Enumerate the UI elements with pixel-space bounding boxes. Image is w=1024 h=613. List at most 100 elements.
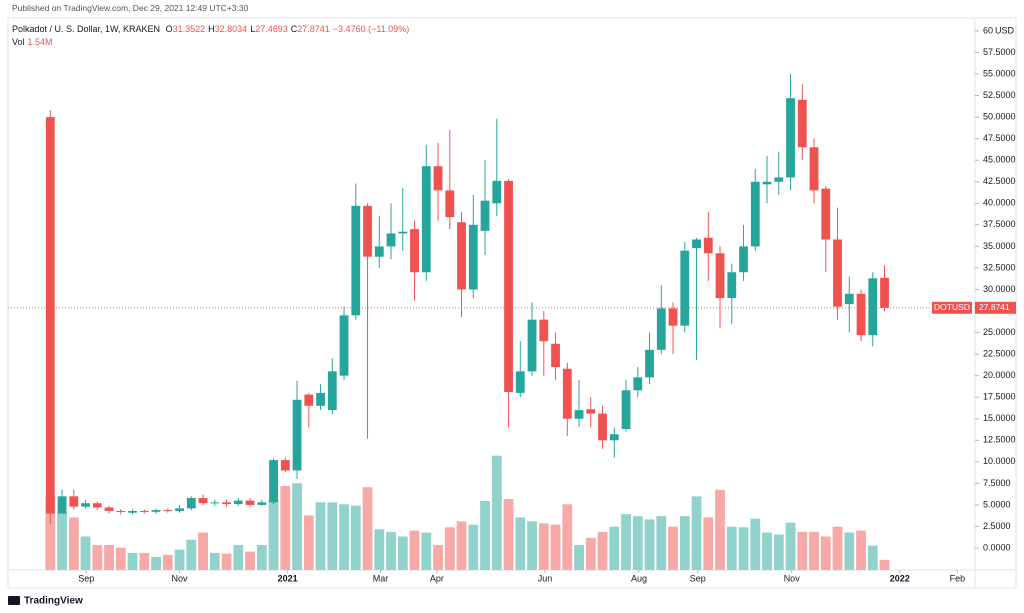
candle-body xyxy=(527,319,537,372)
volume-bar xyxy=(515,517,526,570)
ohlc-field: C27.8741 xyxy=(291,24,330,34)
volume-bar xyxy=(209,552,220,570)
candle-body xyxy=(222,502,231,505)
candle-body xyxy=(245,500,255,505)
volume-bar xyxy=(856,530,866,570)
volume-bar xyxy=(503,499,514,570)
volume-bar xyxy=(409,530,420,570)
volume-bar xyxy=(644,519,655,570)
y-tick-label: 12.5000 xyxy=(983,435,1016,445)
price-tag xyxy=(975,301,1016,314)
y-tick-label: 37.5000 xyxy=(983,219,1016,229)
candle-body xyxy=(374,246,384,257)
candle-body xyxy=(468,224,478,290)
volume-bar xyxy=(726,526,737,570)
volume-bar xyxy=(773,534,784,570)
candle-body xyxy=(269,460,278,503)
volume-bar xyxy=(468,524,479,570)
candle-body xyxy=(304,394,314,406)
candle-body xyxy=(198,498,208,504)
volume-bar xyxy=(45,496,56,570)
y-tick-label: 5.0000 xyxy=(983,499,1011,509)
x-tick-label: Mar xyxy=(373,573,389,583)
candle-body xyxy=(316,392,325,406)
volume-bar xyxy=(562,504,573,570)
volume-bar xyxy=(397,536,408,570)
volume-bar xyxy=(632,516,643,570)
volume-bar xyxy=(327,502,338,570)
candle-body xyxy=(586,409,596,414)
ohlc-key: H xyxy=(208,24,215,34)
candle-body xyxy=(210,502,220,504)
x-tick-label: Apr xyxy=(430,573,444,583)
candle-body xyxy=(233,500,243,505)
volume-bar xyxy=(703,517,714,570)
volume-bar xyxy=(315,502,326,570)
candle-body xyxy=(562,368,572,419)
candle-body xyxy=(668,308,678,326)
volume-bar xyxy=(80,536,91,570)
candle-body xyxy=(551,343,560,368)
y-tick-label: 50.0000 xyxy=(983,111,1016,121)
ohlc-field: L27.4693 xyxy=(250,24,288,34)
volume-bar xyxy=(280,485,291,570)
candle-body xyxy=(128,510,137,513)
volume-bar xyxy=(386,531,396,570)
volume-bar xyxy=(339,504,349,570)
candle-body xyxy=(656,308,666,350)
brand: TradingView xyxy=(24,596,83,607)
volume-bar xyxy=(221,553,232,570)
volume-bar xyxy=(738,527,749,570)
axis-layer: 0.0000 2.5000 5.0000 7.5000 10.0000 12.5000 15… xyxy=(78,25,1016,583)
volume-bar xyxy=(68,517,79,570)
candle-body xyxy=(539,319,549,342)
x-tick-label: Nov xyxy=(784,573,801,583)
y-tick-label: 55.0000 xyxy=(983,68,1016,78)
candle-body xyxy=(186,498,196,509)
volume-bar xyxy=(127,552,138,570)
ohlc-value: 32.8034 xyxy=(214,24,248,34)
candle-body xyxy=(69,496,79,507)
candle-body xyxy=(363,205,372,257)
volume-bar xyxy=(809,531,819,570)
volume-bar xyxy=(350,505,361,570)
candle-body xyxy=(327,371,337,411)
candle-body xyxy=(809,147,819,191)
volume-bar xyxy=(832,526,843,570)
candle-body xyxy=(833,239,842,307)
y-tick-label: 2.5000 xyxy=(983,521,1011,531)
ohlc-key: O xyxy=(165,24,173,34)
candle-body xyxy=(762,181,772,185)
y-tick-label: 60 xyxy=(983,25,993,35)
volume-bar xyxy=(597,531,608,570)
price-tag-label: 27.8741 xyxy=(979,302,1010,312)
candle-body xyxy=(433,166,443,191)
volume-bar xyxy=(797,531,808,570)
volume-bar xyxy=(585,537,596,570)
candle-body xyxy=(504,180,513,393)
volume-bar xyxy=(679,516,690,570)
candle-body xyxy=(339,315,349,376)
y-tick-label: 32.5000 xyxy=(983,262,1016,272)
x-tick-label: Feb xyxy=(950,573,966,583)
volume-bar xyxy=(715,489,725,570)
ohlc-key: L xyxy=(250,24,256,34)
candle-body xyxy=(598,413,607,441)
x-tick-label: 2022 xyxy=(890,573,910,583)
y-tick-label: 20.0000 xyxy=(983,370,1016,380)
volume-bar xyxy=(785,522,796,570)
y-tick-label: 10.0000 xyxy=(983,456,1016,466)
volume-bar xyxy=(668,526,678,570)
volume-bar xyxy=(139,552,150,570)
y-tick-label: 0.0000 xyxy=(983,542,1011,552)
x-tick-label: 2021 xyxy=(278,573,298,583)
y-tick-label: 15.0000 xyxy=(983,413,1016,423)
candle-body xyxy=(57,496,67,514)
symbol-legend: Polkadot / U. S. Dollar, 1W, KRAKEN O31.… xyxy=(12,24,412,34)
volume-bar xyxy=(174,549,185,570)
ohlc-field: H32.8034 xyxy=(208,24,247,34)
volume-bar xyxy=(151,556,161,570)
candle-body xyxy=(421,166,431,273)
candle-body xyxy=(739,246,748,273)
candle-body xyxy=(386,233,396,247)
